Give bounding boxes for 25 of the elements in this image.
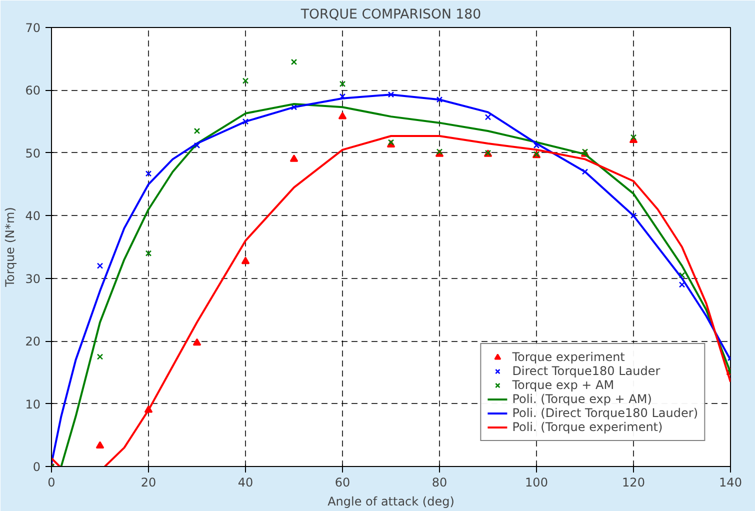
legend-label: Poli. (Torque exp + AM) [512,392,652,406]
y-tick-label: 10 [25,397,41,412]
y-axis-title: Torque (N*m) [3,207,18,288]
x-tick-label: 120 [622,476,645,490]
y-tick-label: 60 [25,84,41,98]
y-tick-label: 20 [25,334,41,349]
x-tick-label: 100 [525,476,548,490]
legend-label: Torque experiment [512,350,625,364]
x-tick-label: 0 [48,476,56,490]
x-axis-title: Angle of attack (deg) [328,494,454,508]
legend-label: Poli. (Direct Torque180 Lauder) [512,406,698,420]
x-tick-label: 20 [140,476,156,490]
y-tick-label: 30 [25,272,41,286]
y-tick-label: 40 [25,209,41,224]
legend-label: Torque exp + AM [512,378,614,392]
legend-label: Poli. (Torque experiment) [512,420,663,434]
x-tick-label: 140 [719,476,742,490]
x-tick-label: 60 [334,476,350,490]
y-tick-label: 0 [32,460,41,474]
x-tick-label: 40 [238,476,254,490]
y-tick-label: 70 [25,21,41,35]
legend-label: Direct Torque180 Lauder [512,364,660,378]
y-tick-label: 50 [25,146,41,160]
x-tick-label: 80 [432,476,448,490]
chart-title: TORQUE COMPARISON 180 [300,8,482,22]
